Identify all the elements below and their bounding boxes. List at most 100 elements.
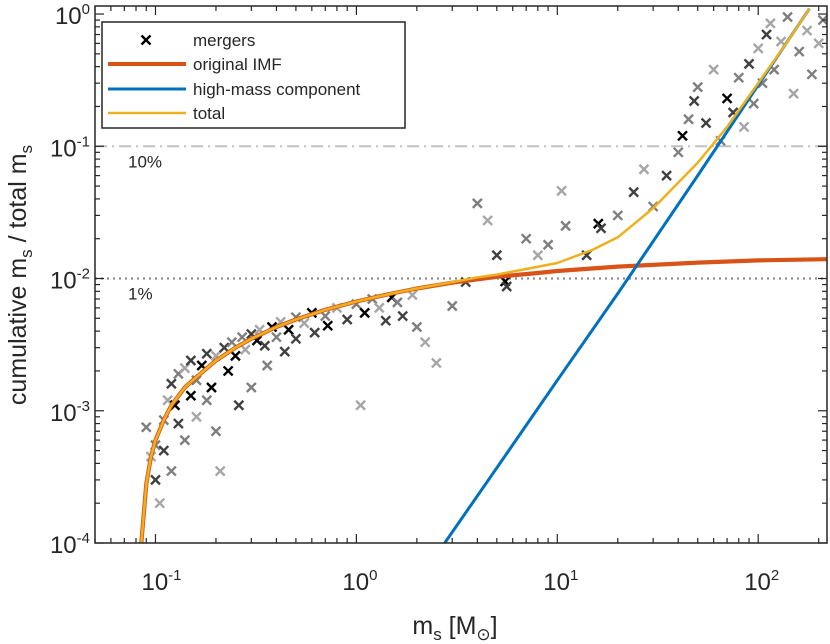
merger-point [319, 310, 331, 322]
merger-point [185, 390, 197, 402]
merger-point [595, 222, 607, 234]
merger-point [206, 382, 217, 393]
legend-label-mergers: mergers [193, 31, 255, 50]
axis-ticks [94, 6, 827, 544]
merger-point [738, 121, 750, 133]
y-tick-label: 100 [55, 1, 90, 30]
y-tick-label: 10-1 [50, 133, 90, 162]
merger-point [322, 320, 334, 332]
merger-point [271, 331, 282, 343]
merger-point [154, 497, 166, 509]
y-tick-labels: 10-4 10-3 10-2 10-1 100 [50, 1, 90, 559]
merger-point [173, 418, 184, 429]
merger-point [309, 327, 321, 338]
merger-point [743, 58, 755, 70]
merger-point [191, 411, 202, 423]
merger-point [761, 29, 772, 40]
merger-point [185, 355, 197, 366]
merger-point [700, 117, 712, 129]
merger-point [683, 113, 694, 125]
legend-box [101, 21, 406, 129]
merger-point [612, 210, 624, 221]
x-tick-label: 102 [744, 567, 779, 596]
merger-point [806, 68, 818, 80]
merger-point [788, 88, 799, 99]
merger-point [201, 348, 213, 360]
merger-point [226, 336, 238, 348]
merger-point [283, 324, 294, 336]
merger-point [373, 302, 385, 314]
model-curves [139, 7, 827, 543]
legend-label-original-imf: original IMF [193, 55, 282, 74]
y-tick-label: 10-2 [50, 266, 90, 295]
merger-point [392, 297, 403, 308]
merger-point [290, 333, 302, 345]
merger-point [140, 421, 152, 433]
x-tick-label: 101 [543, 567, 578, 596]
merger-point [748, 98, 760, 110]
merger-point [721, 93, 733, 104]
merger-point [638, 163, 650, 175]
legend-label-high-mass-component: high-mass component [193, 80, 361, 99]
merger-point [233, 399, 245, 411]
merger-point [692, 81, 704, 93]
merger-point [201, 394, 213, 406]
merger-point [752, 43, 764, 54]
merger-point [782, 11, 793, 23]
y-tick-label: 10-3 [50, 398, 90, 427]
merger-point [556, 185, 567, 197]
merger-point [491, 249, 503, 261]
merger-point [501, 281, 513, 292]
merger-point [560, 220, 571, 232]
x-tick-label: 10-1 [141, 567, 181, 596]
reference-label-10-percent: 10% [128, 152, 162, 171]
merger-point [532, 249, 544, 261]
merger-point [628, 186, 640, 198]
legend-marker [140, 34, 152, 46]
legend: mergers original IMF high-mass component… [101, 21, 406, 129]
merger-point [230, 350, 241, 362]
merger-point [245, 382, 257, 393]
merger-point [359, 307, 371, 319]
plot-frame [94, 5, 828, 544]
x-tick-labels: 10-1 100 101 102 [141, 567, 779, 596]
merger-point [471, 198, 483, 209]
merger-point [158, 445, 170, 456]
legend-label-total: total [193, 104, 225, 123]
merger-point [355, 399, 366, 411]
merger-point [672, 146, 684, 158]
merger-point [261, 360, 273, 371]
merger-point [397, 310, 409, 322]
merger-point [341, 314, 353, 325]
merger-point [166, 465, 177, 477]
merger-point [542, 239, 554, 251]
merger-point [801, 25, 813, 36]
merger-point [813, 38, 825, 49]
merger-point [793, 46, 805, 57]
merger-point [765, 18, 776, 29]
y-tick-label: 10-4 [50, 530, 90, 559]
reference-label-1-percent: 1% [128, 285, 153, 304]
merger-point [430, 357, 442, 369]
curve-total [140, 7, 811, 543]
merger-point [411, 321, 423, 333]
merger-point [259, 340, 271, 352]
merger-point [446, 300, 458, 312]
merger-point [166, 378, 177, 390]
merger-point [708, 64, 719, 75]
merger-point [279, 346, 291, 357]
merger-point [688, 95, 700, 107]
merger-point [482, 215, 493, 226]
merger-point [298, 317, 310, 329]
merger-point [214, 465, 226, 477]
merger-point [733, 72, 745, 84]
merger-point [419, 336, 431, 348]
merger-point [210, 425, 222, 437]
x-tick-label: 100 [342, 567, 377, 596]
merger-point [239, 344, 251, 355]
legend-swatch-mergers [140, 34, 152, 46]
merger-point [150, 474, 161, 486]
y-axis-title: cumulative ms / total ms [4, 145, 36, 405]
merger-point [677, 130, 688, 142]
